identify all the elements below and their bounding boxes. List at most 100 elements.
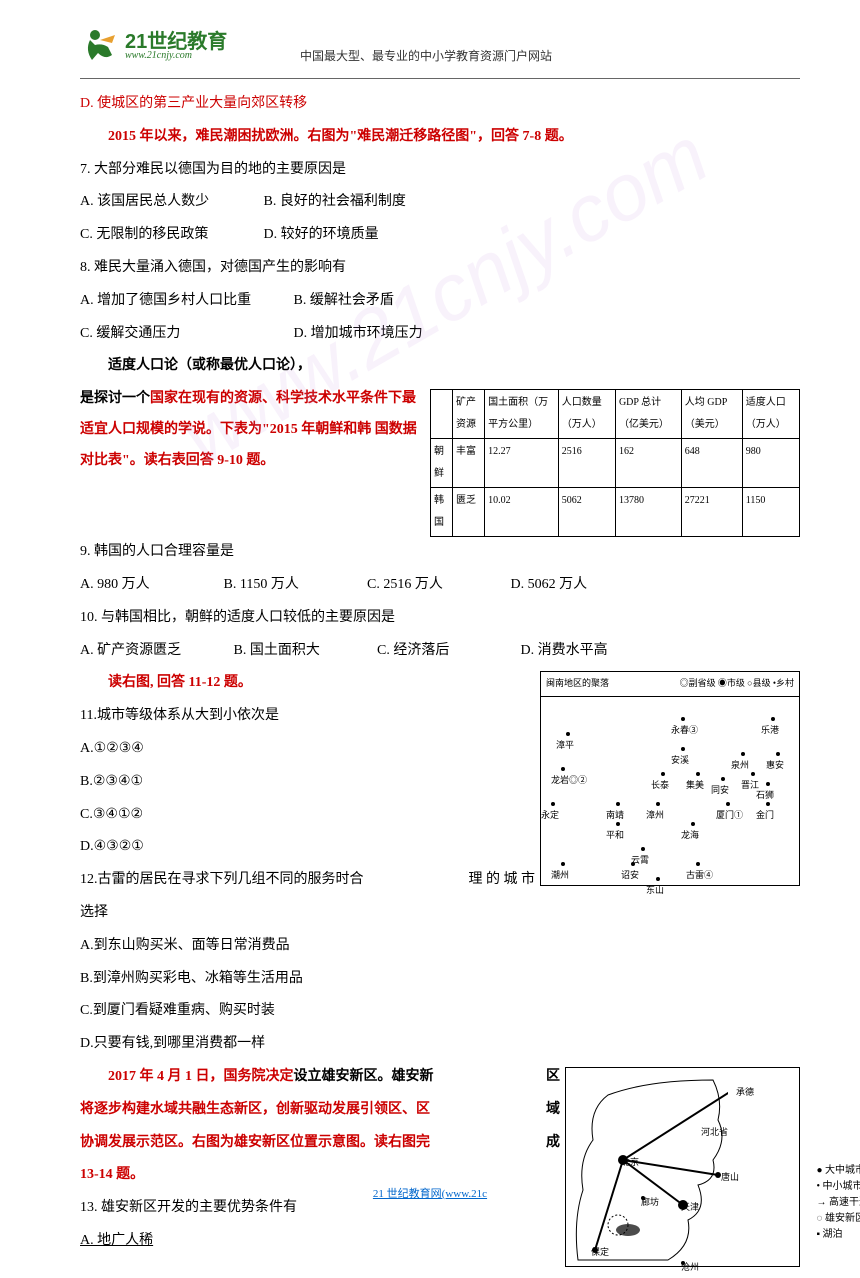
map-title-row: 闽南地区的聚落 ◎副省级 ◉市级 ○县级 •乡村 [541, 672, 799, 697]
intro-1314-c: 将逐步构建水域共融生态新区，创新驱动发展引领区、区 [80, 1095, 430, 1126]
map-label: 集美 [686, 776, 704, 796]
q7a: A. 该国居民总人数少 [80, 187, 260, 218]
th-gdp: GDP 总计（亿美元） [615, 390, 681, 439]
th-area: 国土面积（万平方公里） [485, 390, 559, 439]
q12-row: 12.古雷的居民在寻求下列几组不同的服务时合 理 的 城 市 [80, 865, 535, 896]
td-pop: 2516 [558, 439, 615, 488]
intro-1314-a1: 2017 年 4 月 1 日，国务院决定 [108, 1069, 294, 1084]
map-label: 长泰 [651, 776, 669, 796]
q7: 7. 大部分难民以德国为目的地的主要原因是 [80, 155, 800, 186]
td-gdppc: 27221 [681, 488, 742, 537]
map-label: 保定 [591, 1243, 609, 1263]
map-label: 河北省 [701, 1123, 728, 1143]
xiongan-map: 承德河北省北京唐山廊坊天津保定沧州 ● 大中城市• 中小城市→ 高速干道◌ 雄安… [565, 1067, 800, 1267]
q8: 8. 难民大量涌入德国，对德国产生的影响有 [80, 253, 800, 284]
q10: 10. 与韩国相比，朝鲜的适度人口较低的主要原因是 [80, 603, 800, 634]
map-label: 乐港 [761, 721, 779, 741]
legend-item: ▪ 湖泊 [817, 1227, 860, 1243]
q12c: C.到厦门看疑难重病、购买时装 [80, 996, 800, 1027]
map-label: 龙海 [681, 826, 699, 846]
td-area: 12.27 [485, 439, 559, 488]
intro-1314-row2: 将逐步构建水域共融生态新区，创新驱动发展引领区、区 域 [80, 1095, 560, 1126]
q9: 9. 韩国的人口合理容量是 [80, 537, 800, 568]
xiongan-svg [568, 1070, 728, 1265]
logo-url: www.21cnjy.com [125, 50, 192, 61]
q8a: A. 增加了德国乡村人口比重 [80, 286, 290, 317]
map-label: 永定 [541, 806, 559, 826]
map-label: 古雷④ [686, 866, 713, 886]
td-optpop: 980 [742, 439, 799, 488]
table-header-row: 矿产资源 国土面积（万平方公里） 人口数量（万人） GDP 总计（亿美元） 人均… [431, 390, 800, 439]
map-label: 诏安 [621, 866, 639, 886]
minnan-map: 闽南地区的聚落 ◎副省级 ◉市级 ○县级 •乡村 漳平永春③乐港龙岩◎②安溪泉州… [540, 671, 800, 886]
map-label: 厦门① [716, 806, 743, 826]
table-row: 韩国 匮乏 10.02 5062 13780 27221 1150 [431, 488, 800, 537]
map-legend: ◎副省级 ◉市级 ○县级 •乡村 [680, 674, 794, 694]
q12: 12.古雷的居民在寻求下列几组不同的服务时合 [80, 865, 364, 896]
map-label: 漳州 [646, 806, 664, 826]
td-optpop: 1150 [742, 488, 799, 537]
map-label: 承德 [736, 1083, 754, 1103]
q12b: B.到漳州购买彩电、冰箱等生活用品 [80, 964, 800, 995]
logo-icon [80, 25, 120, 65]
map-label: 北京 [621, 1153, 639, 1173]
q9b: B. 1150 万人 [224, 570, 364, 601]
td-gdp: 13780 [615, 488, 681, 537]
q10c: C. 经济落后 [377, 636, 517, 667]
q12a: A.到东山购买米、面等日常消费品 [80, 931, 800, 962]
option-d: D. 使城区的第三产业大量向郊区转移 [80, 89, 800, 120]
tail-yu: 域 [546, 1095, 560, 1126]
map-label: 东山 [646, 881, 664, 901]
td-gdp: 162 [615, 439, 681, 488]
map-title: 闽南地区的聚落 [546, 674, 609, 694]
q7b: B. 良好的社会福利制度 [264, 187, 406, 218]
th-optpop: 适度人口（万人） [742, 390, 799, 439]
q12-cont: 选择 [80, 898, 800, 929]
q9d: D. 5062 万人 [511, 570, 588, 601]
intro-1314-a: 2017 年 4 月 1 日，国务院决定设立雄安新区。雄安新 [80, 1062, 434, 1093]
q7-options-1: A. 该国居民总人数少 B. 良好的社会福利制度 [80, 187, 800, 218]
xiongan-legend: ● 大中城市• 中小城市→ 高速干道◌ 雄安新区▪ 湖泊 [817, 1163, 860, 1243]
document-body: D. 使城区的第三产业大量向郊区转移 2015 年以来，难民潮困扰欧洲。右图为"… [80, 89, 800, 1257]
map-label: 南靖 [606, 806, 624, 826]
q7-options-2: C. 无限制的移民政策 D. 较好的环境质量 [80, 220, 800, 251]
q8c: C. 缓解交通压力 [80, 319, 290, 350]
q10-options: A. 矿产资源匮乏 B. 国土面积大 C. 经济落后 D. 消费水平高 [80, 636, 800, 667]
intro-1314-row3: 协调发展示范区。右图为雄安新区位置示意图。读右图完 成 [80, 1128, 560, 1159]
intro-78: 2015 年以来，难民潮困扰欧洲。右图为"难民潮迁移路径图"，回答 7-8 题。 [80, 122, 800, 153]
map-label: 沧州 [681, 1258, 699, 1278]
map-label: 平和 [606, 826, 624, 846]
th-pop: 人口数量（万人） [558, 390, 615, 439]
q8d: D. 增加城市环境压力 [294, 319, 423, 350]
intro-1314-a2: 设立雄安新区。雄安新 [294, 1069, 434, 1084]
q8b: B. 缓解社会矛盾 [294, 286, 394, 317]
header-subtitle: 中国最大型、最专业的中小学教育资源门户网站 [300, 47, 552, 64]
q7c: C. 无限制的移民政策 [80, 220, 260, 251]
td-country: 韩国 [431, 488, 453, 537]
map-label: 石狮 [756, 786, 774, 806]
tail-cheng: 成 [546, 1128, 560, 1159]
map-label: 永春③ [671, 721, 698, 741]
map-label: 龙岩◎② [551, 771, 587, 791]
q10d: D. 消费水平高 [521, 636, 608, 667]
q12-tail: 理 的 城 市 [469, 865, 536, 896]
td-mineral: 匮乏 [453, 488, 485, 537]
map-label: 泉州 [731, 756, 749, 776]
map-label: 惠安 [766, 756, 784, 776]
page-footer: 21 世纪教育网(www.21c [0, 1185, 860, 1201]
q9c: C. 2516 万人 [367, 570, 507, 601]
th-mineral: 矿产资源 [453, 390, 485, 439]
td-pop: 5062 [558, 488, 615, 537]
intro-910-b: 是探讨一个 [80, 391, 150, 406]
table-row: 朝鲜 丰富 12.27 2516 162 648 980 [431, 439, 800, 488]
intro-1314-row1: 2017 年 4 月 1 日，国务院决定设立雄安新区。雄安新 区 [80, 1062, 560, 1093]
th-gdppc: 人均 GDP（美元） [681, 390, 742, 439]
map-label: 安溪 [671, 751, 689, 771]
map-body: 漳平永春③乐港龙岩◎②安溪泉州惠安长泰集美同安晋江石狮永定南靖漳州厦门①金门平和… [541, 697, 799, 887]
page-header: 21世纪教育 www.21cnjy.com 中国最大型、最专业的中小学教育资源门… [80, 20, 800, 79]
q10b: B. 国土面积大 [234, 636, 374, 667]
td-country: 朝鲜 [431, 439, 453, 488]
td-gdppc: 648 [681, 439, 742, 488]
q10a: A. 矿产资源匮乏 [80, 636, 230, 667]
q12d: D.只要有钱,到哪里消费都一样 [80, 1029, 800, 1060]
